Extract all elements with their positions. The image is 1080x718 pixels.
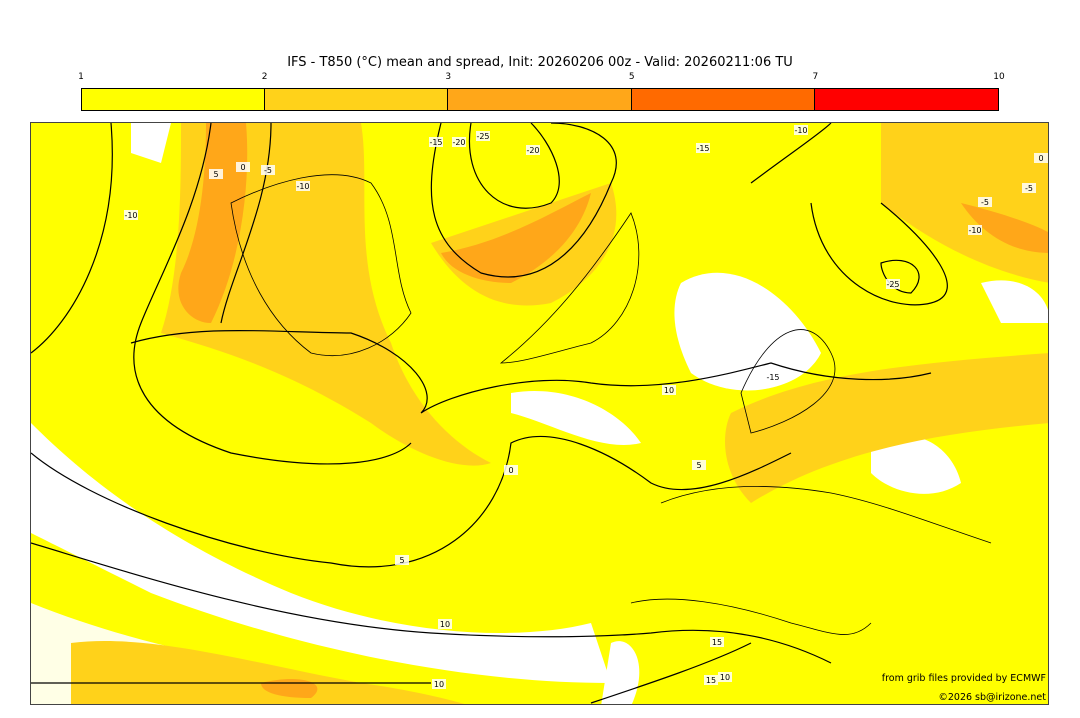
contour-label: -15 <box>696 144 709 153</box>
contour-label-background <box>886 279 900 289</box>
contour-label: -25 <box>886 280 899 289</box>
contour-label: 15 <box>712 638 722 647</box>
contour-label-background <box>452 137 466 147</box>
contour-label: 5 <box>696 461 701 470</box>
colorbar <box>81 88 999 111</box>
contour-label: 10 <box>664 386 674 395</box>
data-source-credit: from grib files provided by ECMWF <box>881 673 1046 684</box>
contour-label-background <box>504 465 518 475</box>
contour-label: 5 <box>399 556 404 565</box>
copyright-credit: ©2026 sb@irizone.net <box>938 692 1046 703</box>
colorbar-segment <box>265 89 449 110</box>
contour-label-background <box>978 197 992 207</box>
colorbar-tick-label: 5 <box>628 72 635 82</box>
colorbar-segment <box>82 89 266 110</box>
contour-label: -10 <box>124 211 137 220</box>
contour-label: -10 <box>296 182 309 191</box>
contour-label-background <box>209 169 223 179</box>
colorbar-tick-label: 7 <box>812 72 819 82</box>
contour-label: -20 <box>452 138 465 147</box>
contour-label-background <box>526 145 540 155</box>
contour-label-background <box>794 125 808 135</box>
contour-label: 15 <box>706 676 716 685</box>
contour-label: 10 <box>720 673 730 682</box>
contour-label-background <box>438 619 452 629</box>
contour-label-background <box>124 210 138 220</box>
colorbar-segment <box>448 89 632 110</box>
contour-label: -5 <box>264 166 272 175</box>
contour-label: 0 <box>1038 154 1043 163</box>
contour-label-background <box>395 555 409 565</box>
contour-label-background <box>296 181 310 191</box>
contour-label: -10 <box>794 126 807 135</box>
colorbar-tick-label: 1 <box>78 72 84 82</box>
contour-label-background <box>1034 153 1048 163</box>
contour-label-background <box>1022 183 1036 193</box>
contour-label-background <box>261 165 275 175</box>
contour-label: -5 <box>1025 184 1033 193</box>
contour-label: 0 <box>508 466 513 475</box>
colorbar-segment <box>631 89 815 110</box>
contour-label: -20 <box>526 146 539 155</box>
contour-label-background <box>432 679 446 689</box>
contour-labels: 5 0 -5 -10 -15 -20 -25 -20 -15 -10 -10 -5 0 5 10 -15 -25… <box>124 125 1048 689</box>
contour-label: 10 <box>434 680 444 689</box>
colorbar-tick-label: 2 <box>261 72 268 82</box>
contour-label: -10 <box>968 226 981 235</box>
contour-label: -15 <box>429 138 442 147</box>
contour-label-background <box>766 372 780 382</box>
coastlines <box>230 174 992 635</box>
contour-label: -5 <box>981 198 989 207</box>
contour-label-background <box>692 460 706 470</box>
map-panel: 5 0 -5 -10 -15 -20 -25 -20 -15 -10 -10 -5 0 5 10 -15 -25… <box>30 122 1049 705</box>
contour-label-background <box>710 637 724 647</box>
temperature-contours <box>31 123 948 704</box>
contour-label-background <box>662 385 676 395</box>
contour-label: -25 <box>476 132 489 141</box>
chart-title: IFS - T850 (°C) mean and spread, Init: 2… <box>287 55 793 70</box>
spread-level-3-5 <box>178 123 1048 698</box>
contour-label: 0 <box>240 163 245 172</box>
contour-label-background <box>704 675 718 685</box>
contour-label-background <box>429 137 443 147</box>
colorbar-tick-label: 10 <box>993 72 1005 82</box>
contour-label-background <box>476 131 490 141</box>
contour-label: 5 <box>213 170 218 179</box>
contour-label-background <box>718 672 732 682</box>
colorbar-tick-label: 3 <box>445 72 452 82</box>
contour-label-background <box>696 143 710 153</box>
contour-label-background <box>968 225 982 235</box>
contour-label-background <box>236 162 250 172</box>
contour-label: 10 <box>440 620 450 629</box>
contour-label: -15 <box>766 373 779 382</box>
colorbar-segment <box>814 89 998 110</box>
map-svg: 5 0 -5 -10 -15 -20 -25 -20 -15 -10 -10 -5 0 5 10 -15 -25… <box>31 123 1048 704</box>
